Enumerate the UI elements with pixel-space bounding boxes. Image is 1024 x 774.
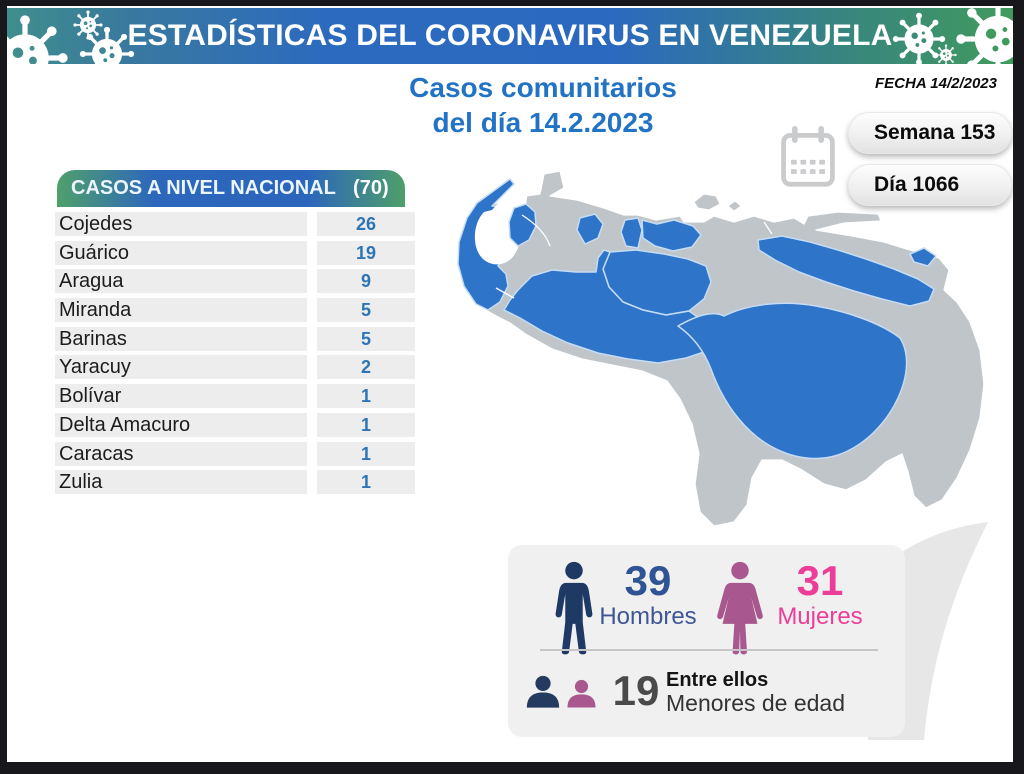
state-cases: 1 — [317, 384, 415, 409]
table-row: Cojedes 26 — [55, 212, 415, 236]
map-highlighted-states — [503, 203, 937, 460]
minors-line2: Menores de edad — [666, 690, 846, 716]
state-name: Caracas — [55, 441, 307, 466]
table-row: Aragua 9 — [55, 269, 415, 294]
state-cases: 2 — [317, 355, 415, 380]
map-region — [909, 247, 937, 267]
cases-table-rows: Cojedes 26 Guárico 19 Aragua 9 Miranda 5 Barinas… — [55, 212, 415, 495]
state-name: Barinas — [55, 326, 307, 351]
subtitle-line1: Casos comunitarios — [409, 72, 677, 103]
minor-male-bust-icon — [526, 675, 560, 708]
state-name: Zulia — [55, 470, 307, 495]
table-row: Barinas 5 — [55, 326, 415, 351]
state-cases: 5 — [317, 326, 415, 351]
map-islands — [693, 193, 742, 212]
state-name: Yaracuy — [55, 355, 307, 380]
state-name: Delta Amacuro — [55, 412, 307, 437]
venezuela-map — [457, 170, 985, 527]
state-cases: 1 — [317, 412, 415, 437]
table-row: Delta Amacuro 1 — [55, 412, 415, 437]
women-count: 31 — [796, 557, 844, 604]
men-stat: 39 Hombres — [596, 559, 700, 631]
map-internal-borders — [495, 214, 773, 299]
header-banner: ESTADÍSTICAS DEL CORONAVIRUS EN VENEZUEL… — [7, 8, 1013, 64]
calendar-icon — [781, 126, 835, 187]
state-name: Bolívar — [55, 384, 307, 409]
demographics-panel: 39 Hombres 31 Mujeres 19 Entre ellos Men… — [508, 545, 905, 737]
cases-table-title: CASOS A NIVEL NACIONAL — [71, 177, 336, 199]
state-name: Cojedes — [55, 212, 307, 236]
table-row: Miranda 5 — [55, 298, 415, 323]
map-region — [508, 203, 537, 247]
week-badge: Semana 153 — [848, 112, 1012, 154]
table-row: Zulia 1 — [55, 470, 415, 495]
table-row: Yaracuy 2 — [55, 355, 415, 380]
subtitle: Casos comunitarios del día 14.2.2023 — [343, 70, 743, 140]
panel-divider — [540, 649, 878, 651]
state-name: Guárico — [55, 240, 307, 265]
state-name: Miranda — [55, 298, 307, 323]
map-region — [677, 302, 908, 460]
women-stat: 31 Mujeres — [770, 559, 870, 631]
cases-total: (70) — [353, 177, 389, 199]
state-cases: 1 — [317, 470, 415, 495]
state-cases: 19 — [317, 240, 415, 265]
table-row: Caracas 1 — [55, 441, 415, 466]
map-region — [757, 235, 935, 307]
women-label: Mujeres — [777, 603, 863, 630]
map-region — [576, 213, 604, 245]
subtitle-line2: del día 14.2.2023 — [432, 107, 654, 138]
day-badge: Día 1066 — [848, 164, 1012, 206]
minor-female-bust-icon — [567, 679, 596, 708]
minors-count: 19 — [612, 667, 660, 714]
state-cases: 5 — [317, 298, 415, 323]
date-label: FECHA 14/2/2023 — [874, 75, 997, 92]
lake-maracaibo — [474, 186, 528, 265]
map-region — [641, 219, 702, 252]
minors-text: Entre ellos Menores de edad — [666, 669, 845, 716]
men-label: Hombres — [599, 603, 697, 630]
state-cases: 26 — [317, 212, 415, 236]
cases-table-header: CASOS A NIVEL NACIONAL (70) — [57, 170, 405, 207]
map-region — [620, 217, 643, 249]
minors-line1: Entre ellos — [666, 669, 769, 691]
table-row: Bolívar 1 — [55, 384, 415, 409]
table-row: Guárico 19 — [55, 240, 415, 265]
page-title: ESTADÍSTICAS DEL CORONAVIRUS EN VENEZUEL… — [127, 19, 893, 52]
state-name: Aragua — [55, 269, 307, 294]
female-figure-icon — [717, 561, 763, 655]
men-count: 39 — [624, 557, 672, 604]
state-cases: 9 — [317, 269, 415, 294]
cases-table: CASOS A NIVEL NACIONAL (70) Cojedes 26 Guá… — [55, 170, 415, 499]
male-figure-icon — [555, 561, 593, 655]
state-cases: 1 — [317, 441, 415, 466]
